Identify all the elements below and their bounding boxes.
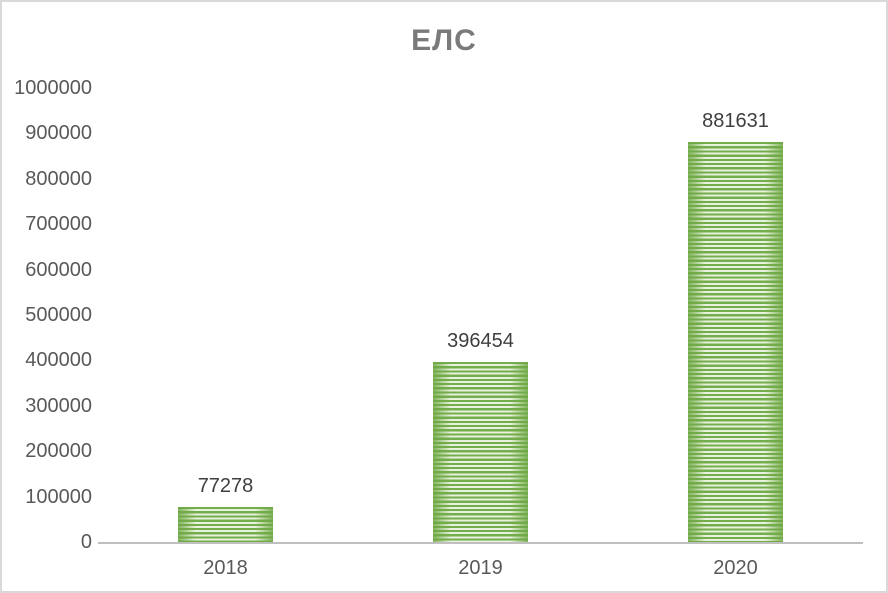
x-tick-label-2019: 2019 [458, 557, 503, 579]
data-label: 396454 [447, 330, 514, 352]
y-tick-label: 100000 [25, 485, 92, 508]
bar-2018 [178, 506, 273, 542]
data-label: 77278 [197, 474, 254, 497]
y-tick-label: 0 [80, 531, 92, 553]
y-tick-label: 500000 [25, 304, 92, 326]
y-tick-label: 800000 [25, 167, 92, 190]
y-tick-label: 1000000 [14, 77, 92, 99]
data-label: 881631 [702, 109, 769, 132]
y-tick-label: 700000 [25, 213, 92, 236]
chart-title: ЕЛС [411, 24, 477, 57]
y-tick-label: 400000 [25, 349, 92, 372]
y-tick-label: 600000 [25, 258, 92, 281]
bar-2019 [433, 362, 528, 542]
bar-2020 [688, 141, 783, 542]
x-tick-label-2018: 2018 [203, 557, 248, 579]
y-tick-label: 300000 [25, 394, 92, 417]
y-tick-label: 200000 [25, 440, 92, 463]
x-tick-label-2020: 2020 [713, 557, 758, 579]
x-axis-line [98, 542, 863, 544]
y-tick-label: 900000 [25, 122, 92, 145]
